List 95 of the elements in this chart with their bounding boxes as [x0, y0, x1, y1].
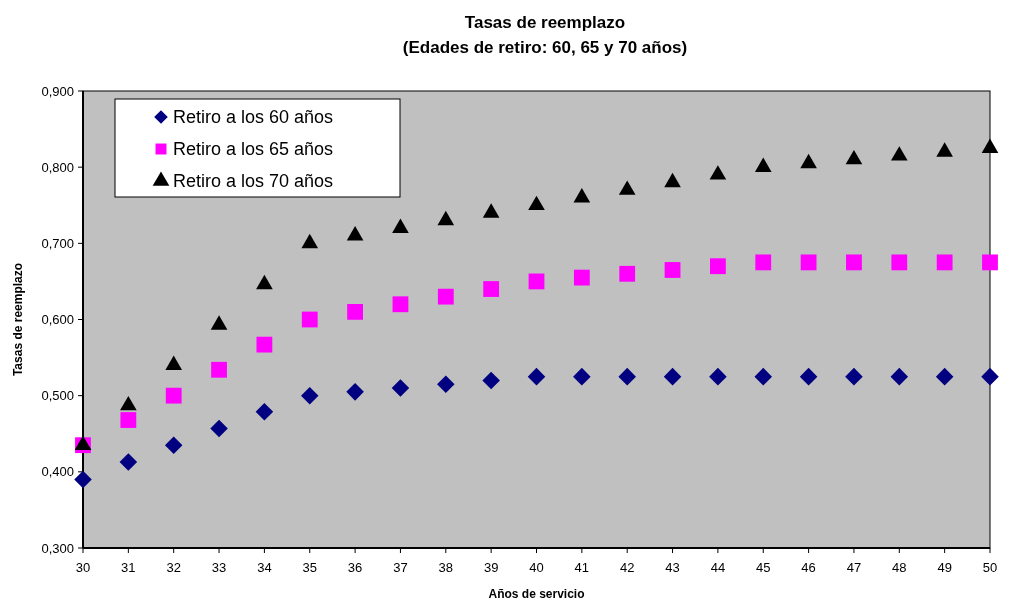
x-tick-label: 33 [211, 560, 227, 575]
x-tick-label: 30 [75, 560, 91, 575]
y-tick-label: 0,800 [41, 159, 74, 175]
point [347, 303, 364, 320]
point [663, 367, 682, 386]
x-axis-title: Años de servicio [488, 587, 585, 601]
chart-subtitle: (Edades de retiro: 60, 65 y 70 años) [402, 38, 688, 57]
x-tick-label: 48 [892, 560, 907, 575]
y-tick-label: 0,400 [41, 464, 74, 480]
point [165, 355, 183, 371]
point [846, 254, 862, 271]
x-tick-label: 36 [347, 560, 363, 575]
x-tick-label: 40 [529, 560, 544, 575]
point [210, 419, 228, 438]
point [935, 367, 954, 386]
point [256, 336, 273, 353]
point [119, 453, 138, 471]
point [210, 315, 228, 330]
y-tick-label: 0,600 [41, 312, 74, 328]
point [664, 262, 681, 278]
y-tick-label: 0,700 [41, 235, 74, 251]
x-tick-label: 46 [801, 560, 816, 575]
legend-label: Retiro a los 60 años [173, 107, 334, 128]
point [619, 265, 636, 282]
point [618, 180, 636, 195]
point [528, 195, 545, 211]
point [255, 402, 274, 421]
x-tick-label: 47 [846, 560, 862, 575]
point [256, 274, 273, 290]
point [573, 269, 590, 286]
point [891, 254, 908, 271]
point [527, 367, 546, 386]
point [300, 386, 319, 405]
x-tick-label: 50 [982, 560, 998, 575]
point [211, 361, 227, 378]
point [437, 210, 455, 226]
x-tick-label: 35 [302, 560, 317, 575]
y-axis-title: Tasas de reemplazo [11, 262, 25, 377]
point [301, 233, 319, 249]
point [755, 254, 772, 271]
point [482, 371, 500, 390]
x-tick-label: 31 [121, 560, 136, 575]
point [573, 188, 591, 203]
point [437, 288, 454, 305]
point [346, 226, 364, 241]
x-tick-label: 34 [257, 560, 272, 575]
point [800, 153, 817, 169]
x-tick-label: 42 [619, 560, 635, 575]
legend-label: Retiro a los 70 años [173, 171, 334, 192]
point [709, 258, 726, 275]
point [982, 254, 998, 271]
point [392, 218, 409, 233]
point [754, 157, 772, 172]
legend-label: Retiro a los 65 años [173, 139, 334, 160]
point [618, 367, 636, 386]
point [483, 281, 500, 297]
point [936, 254, 953, 271]
x-tick-label: 38 [438, 560, 454, 575]
point [981, 367, 999, 386]
x-tick-label: 43 [665, 560, 680, 575]
point [664, 172, 681, 188]
point [573, 367, 591, 386]
point [936, 142, 953, 157]
x-tick-label: 41 [574, 560, 590, 575]
point [392, 296, 409, 313]
point [981, 138, 999, 153]
point [437, 375, 455, 394]
y-tick-label: 0,900 [41, 83, 74, 99]
x-tick-label: 44 [710, 560, 726, 575]
y-tick-label: 0,500 [41, 388, 74, 404]
point [890, 367, 909, 386]
point [165, 387, 182, 404]
y-tick-label: 0,300 [41, 540, 74, 556]
point [709, 165, 727, 180]
point [709, 367, 727, 386]
point [74, 470, 92, 489]
x-tick-label: 49 [937, 560, 952, 575]
point [120, 412, 137, 428]
point [482, 203, 500, 218]
point [164, 436, 183, 454]
point [346, 383, 364, 401]
x-tick-label: 45 [756, 560, 771, 575]
chart-title: Tasas de reemplazo [464, 13, 626, 32]
x-tick-label: 32 [166, 560, 181, 575]
point [845, 149, 863, 165]
point [800, 254, 817, 271]
x-tick-label: 39 [483, 560, 499, 575]
point [391, 379, 410, 397]
x-tick-label: 37 [393, 560, 408, 575]
point [301, 311, 318, 328]
point [890, 146, 908, 161]
point [528, 273, 545, 290]
point [754, 367, 773, 386]
point [799, 367, 818, 386]
point [845, 367, 863, 386]
